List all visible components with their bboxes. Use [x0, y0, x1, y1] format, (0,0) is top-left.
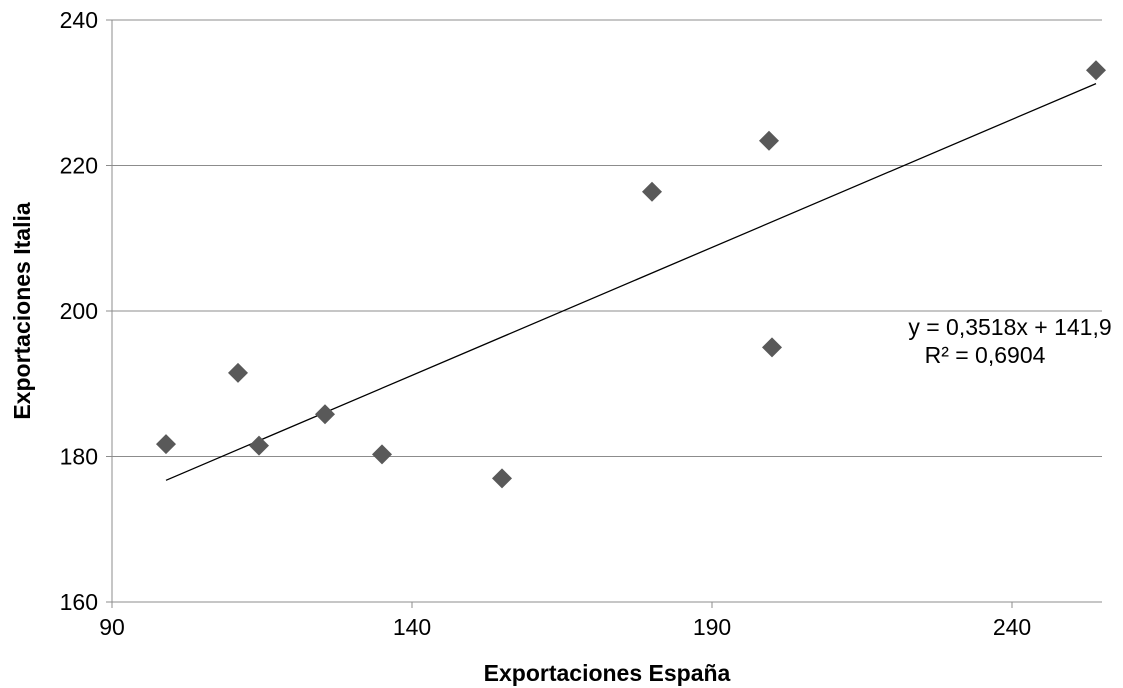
data-point-2: [249, 435, 269, 456]
y-tick-labels: 160 180 200 220 240: [60, 7, 112, 615]
x-tick-label-3: 240: [993, 614, 1031, 640]
gridlines: [112, 19, 1102, 457]
x-tick-label-1: 140: [393, 614, 431, 640]
x-axis-title: Exportaciones España: [484, 660, 731, 686]
data-point-5: [492, 468, 512, 489]
trendline-r2: R² = 0,6904: [925, 342, 1046, 368]
data-point-0: [156, 434, 176, 455]
data-point-1: [228, 362, 248, 383]
data-point-6: [642, 181, 662, 202]
data-point-9: [1086, 60, 1106, 81]
x-tick-labels: 90 140 190 240: [99, 602, 1031, 640]
trendline-equation: y = 0,3518x + 141,9: [908, 314, 1111, 340]
data-point-7: [759, 130, 779, 151]
data-points: [156, 60, 1106, 489]
x-tick-label-0: 90: [99, 614, 125, 640]
y-tick-label-3: 220: [60, 153, 98, 179]
y-axis-title: Exportaciones Italia: [9, 202, 35, 420]
y-tick-label-0: 160: [60, 589, 98, 615]
data-point-3: [315, 404, 335, 425]
y-tick-label-2: 200: [60, 298, 98, 324]
x-tick-label-2: 190: [693, 614, 731, 640]
trendline: [165, 83, 1097, 481]
y-tick-label-4: 240: [60, 7, 98, 33]
data-point-8: [762, 337, 782, 358]
data-point-4: [372, 444, 392, 465]
y-tick-label-1: 180: [60, 444, 98, 470]
